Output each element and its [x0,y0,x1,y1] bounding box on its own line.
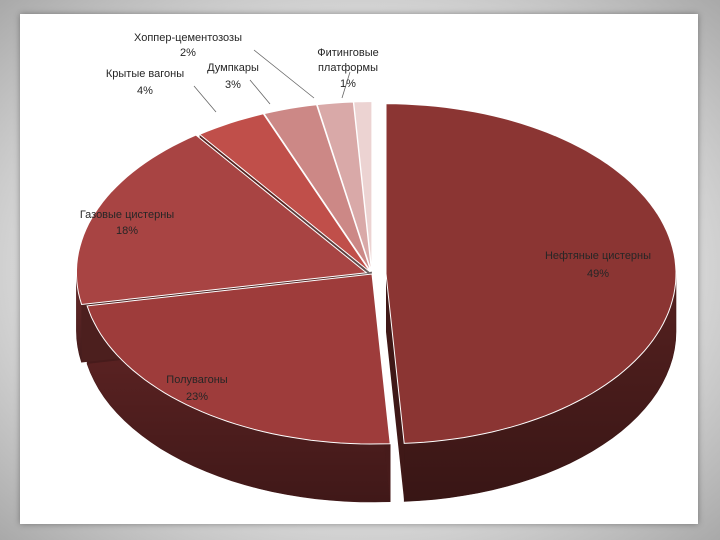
pie-cut-oil-tanks-1 [385,273,405,502]
data-label-oil-tanks-value: 49% [587,268,609,280]
data-label-hopper-cement-value: 2% [180,47,196,59]
data-label-gondola-name: Полувагоны [166,374,228,386]
pie-side-shade-gondola [87,305,391,502]
slide-frame: Нефтяные цистерны 49% Полувагоны 23% Газ… [20,14,698,524]
pie-side-shade-oil-tanks [404,273,676,502]
data-label-gas-tanks-name: Газовые цистерны [80,209,174,221]
leader-line-dump [249,79,271,105]
data-label-gas-tanks-value: 18% [116,225,138,237]
pie-chart: Нефтяные цистерны 49% Полувагоны 23% Газ… [76,32,677,503]
leader-lines [193,49,351,113]
pie-slice-dump-cars [263,104,372,272]
pie-side-shade-gas-tanks [76,272,82,363]
data-label-dump-cars-name: Думпкары [207,62,259,74]
pie-slice-gas-tanks [76,134,368,306]
data-label-hopper-cement-name: Хоппер-цементозозы [134,32,242,44]
pie-slice-oil-tanks [385,103,677,444]
pie-slice-gondola [86,273,391,445]
data-label-fitting-platforms-name: Фитинговые [317,47,379,59]
pie-slice-covered-wagons [198,113,371,273]
data-label-oil-tanks-name: Нефтяные цистерны [545,250,651,262]
pie-slice-fitting-platforms [353,101,373,272]
data-label-gondola-value: 23% [186,391,208,403]
data-label-fitting-platforms-value: 1% [340,78,356,90]
data-label-covered-wagons-value: 4% [137,85,153,97]
leader-line-fitting [341,71,351,99]
leader-line-covered [193,85,217,113]
data-label-fitting-platforms-name-line2: платформы [318,62,378,74]
data-label-covered-wagons-name: Крытые вагоны [106,68,184,80]
leader-line-hopper [253,49,315,99]
data-label-dump-cars-value: 3% [225,79,241,91]
pie-top-faces [76,101,677,445]
